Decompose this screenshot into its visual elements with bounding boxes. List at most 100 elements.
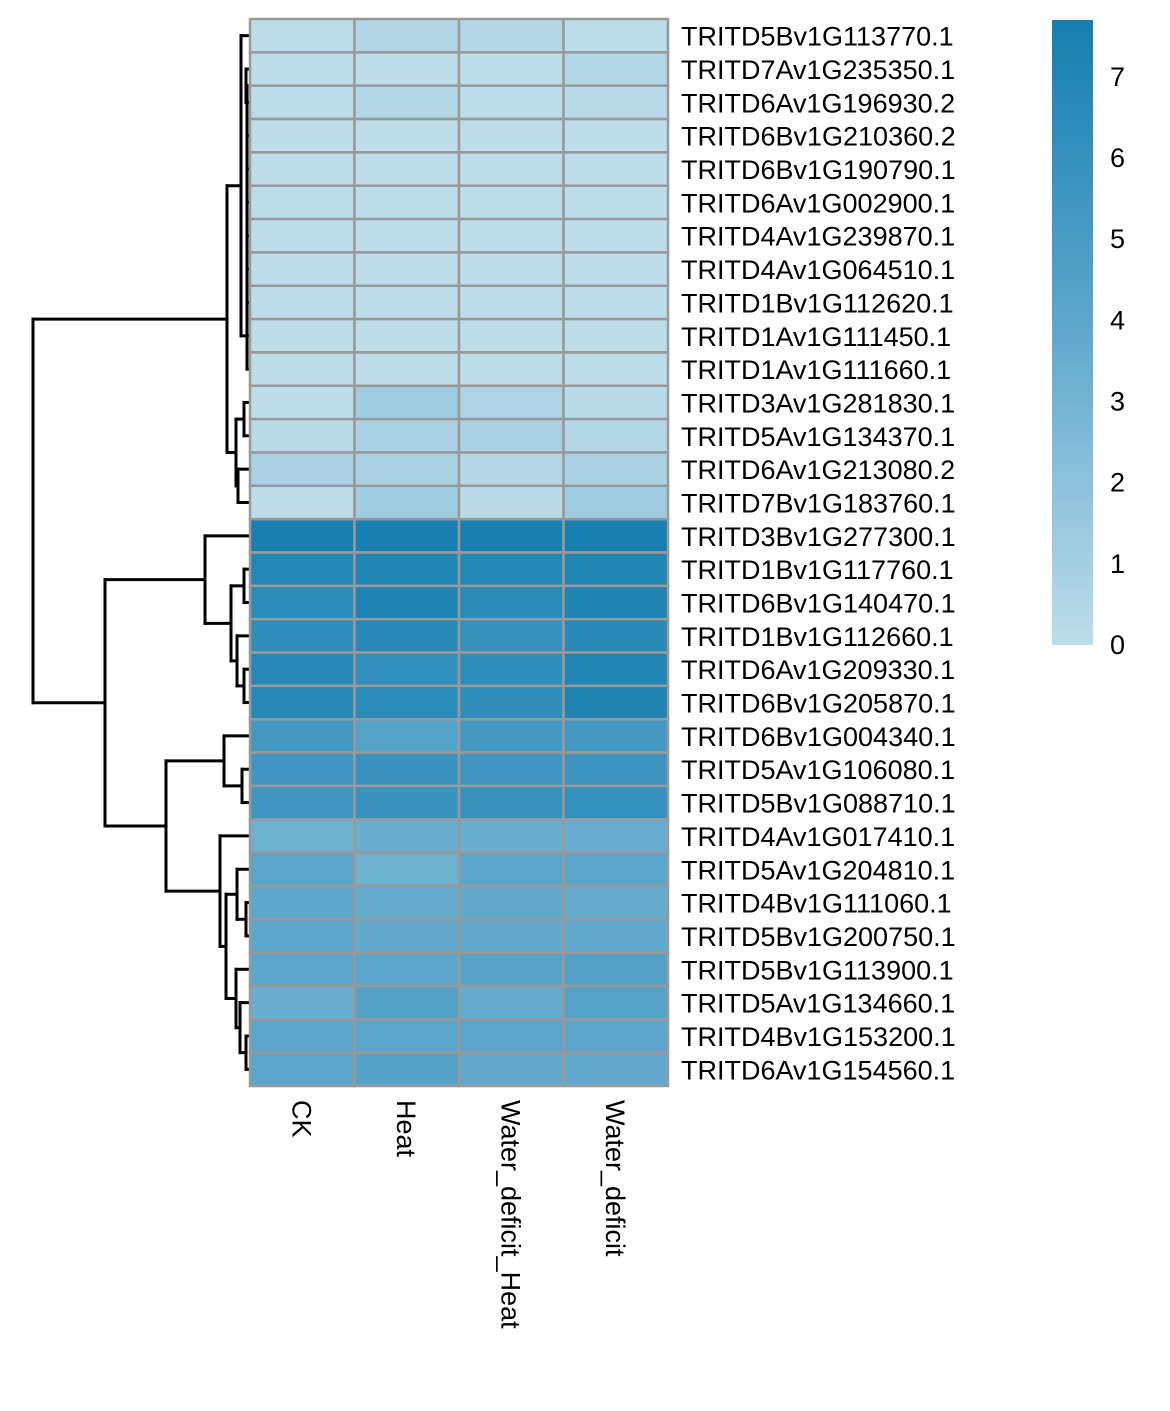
heatmap-cell [353, 1051, 461, 1088]
heatmap-cell [353, 984, 461, 1021]
heatmap-cell [248, 84, 356, 121]
heatmap-cell [248, 317, 356, 354]
column-label: Water_deficit_Heat [495, 1100, 525, 1329]
heatmap-cells [248, 17, 670, 1088]
heatmap-cell [353, 651, 461, 688]
heatmap-cell [248, 918, 356, 954]
heatmap-cell [457, 117, 565, 154]
heatmap-cell [353, 117, 461, 154]
heatmap-cell [248, 951, 356, 988]
heatmap-cell [562, 517, 670, 554]
row-label: TRITD6Av1G209330.1 [681, 655, 955, 685]
heatmap-cell [248, 251, 356, 287]
heatmap-cell [353, 184, 461, 221]
row-label: TRITD4Av1G064510.1 [681, 255, 955, 285]
row-label: TRITD5Bv1G200750.1 [681, 922, 956, 952]
heatmap-cell [353, 684, 461, 721]
heatmap-cell [248, 1051, 356, 1088]
colorbar-tick-label: 5 [1110, 224, 1125, 254]
heatmap-cell [353, 717, 461, 754]
heatmap-cell [457, 51, 565, 87]
heatmap-cell [248, 184, 356, 221]
row-label: TRITD1Av1G111660.1 [681, 355, 951, 385]
heatmap-cell [562, 317, 670, 354]
heatmap-cell [562, 851, 670, 888]
heatmap-cell [562, 717, 670, 754]
heatmap-cell [457, 451, 565, 488]
heatmap-cell [353, 517, 461, 554]
heatmap-cell [248, 684, 356, 721]
row-label: TRITD6Av1G213080.2 [681, 455, 955, 485]
heatmap-cell [248, 584, 356, 621]
row-label: TRITD4Av1G017410.1 [681, 822, 955, 852]
heatmap-cell [457, 1051, 565, 1088]
heatmap-cell [457, 417, 565, 454]
heatmap-cell [248, 751, 356, 788]
heatmap-cell [353, 818, 461, 854]
heatmap-cell [562, 684, 670, 721]
heatmap-cell [248, 851, 356, 888]
heatmap-cell [353, 918, 461, 954]
heatmap-cell [562, 918, 670, 954]
heatmap-cell [248, 117, 356, 154]
heatmap-cell [353, 384, 461, 421]
heatmap-cell [457, 517, 565, 554]
heatmap-cell [248, 517, 356, 554]
heatmap-cell [353, 784, 461, 821]
heatmap-cell [457, 151, 565, 187]
heatmap-cell [457, 751, 565, 788]
colorbar-tick-label: 2 [1110, 468, 1125, 498]
heatmap-cell [353, 851, 461, 888]
row-label: TRITD5Av1G134370.1 [681, 422, 955, 452]
row-label: TRITD6Bv1G004340.1 [681, 722, 956, 752]
row-label: TRITD1Bv1G112620.1 [681, 288, 954, 318]
heatmap-cell [353, 317, 461, 354]
heatmap-cell [457, 317, 565, 354]
heatmap-cell [562, 17, 670, 54]
heatmap-cell [353, 351, 461, 388]
heatmap-cell [248, 484, 356, 521]
heatmap-cell [248, 784, 356, 821]
heatmap-cell [457, 617, 565, 654]
heatmap-cell [457, 684, 565, 721]
heatmap-cell [353, 284, 461, 321]
heatmap-cell [562, 351, 670, 388]
heatmap-cell [248, 984, 356, 1021]
heatmap-cell [457, 251, 565, 287]
row-label: TRITD1Bv1G117760.1 [681, 555, 954, 585]
colorbar-tick-label: 7 [1110, 62, 1125, 92]
row-label: TRITD1Av1G111450.1 [681, 322, 951, 352]
row-label: TRITD6Bv1G205870.1 [681, 689, 956, 719]
heatmap-cell [457, 17, 565, 54]
heatmap-cell [457, 84, 565, 121]
heatmap-cell [457, 784, 565, 821]
heatmap-cell [353, 751, 461, 788]
row-label: TRITD3Av1G281830.1 [681, 388, 955, 418]
heatmap-cell [562, 117, 670, 154]
row-label: TRITD7Av1G235350.1 [681, 55, 955, 85]
column-label: Water_deficit [600, 1100, 630, 1257]
heatmap-cell [457, 584, 565, 621]
colorbar-tick-label: 1 [1110, 549, 1125, 579]
heatmap-cell [353, 551, 461, 588]
heatmap-cell [353, 884, 461, 921]
heatmap-cell [562, 417, 670, 454]
heatmap-cell [248, 551, 356, 588]
row-label: TRITD6Av1G002900.1 [681, 188, 955, 218]
row-label: TRITD4Bv1G111060.1 [681, 889, 952, 919]
row-label: TRITD3Bv1G277300.1 [681, 522, 956, 552]
heatmap-cell [457, 384, 565, 421]
heatmap-cell [353, 417, 461, 454]
heatmap-cell [457, 551, 565, 588]
heatmap-cell [457, 651, 565, 688]
heatmap-cell [562, 384, 670, 421]
heatmap-cell [248, 17, 356, 54]
heatmap-cell [248, 284, 356, 321]
heatmap-cell [248, 151, 356, 187]
row-label: TRITD5Bv1G088710.1 [681, 789, 956, 819]
colorbar-tick-label: 3 [1110, 386, 1125, 416]
heatmap-cell [248, 651, 356, 688]
heatmap-cell [562, 251, 670, 287]
heatmap-cell [562, 784, 670, 821]
